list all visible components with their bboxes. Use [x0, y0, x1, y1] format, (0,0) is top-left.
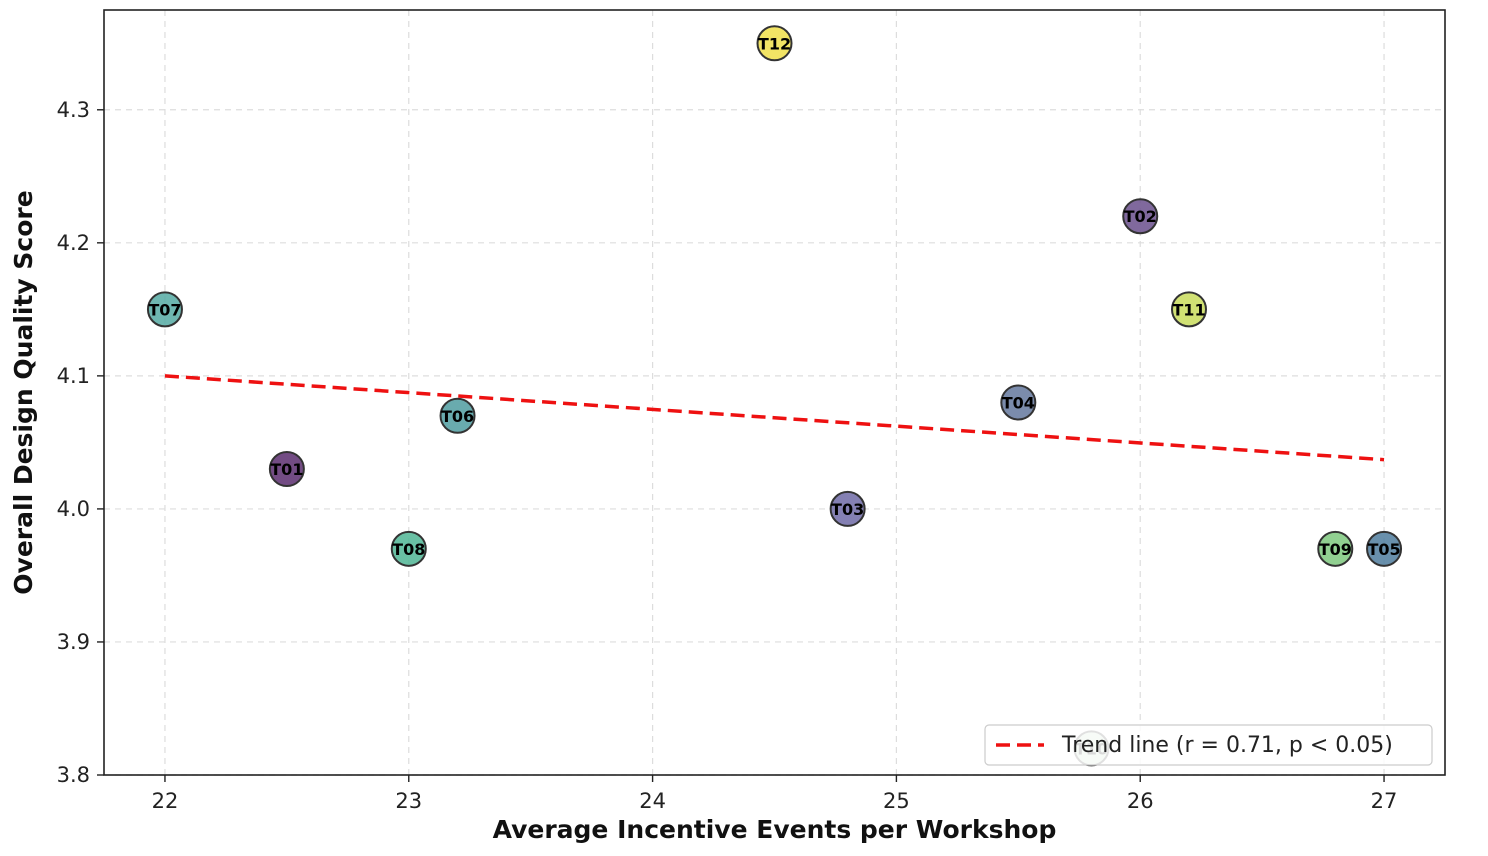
data-point: T04	[1000, 384, 1037, 421]
data-point-label: T08	[392, 540, 425, 559]
legend-trend-label: Trend line (r = 0.71, p < 0.05)	[1061, 733, 1393, 758]
data-point-marker	[756, 25, 793, 62]
y-axis-label: Overall Design Quality Score	[9, 190, 38, 594]
data-point-label: T03	[831, 500, 864, 519]
data-point-label: T04	[1002, 393, 1035, 412]
data-point: T07	[146, 291, 183, 328]
axis-ticks: 22 23 24 25 26 27 3.8 3.9 4.0 4.1 4.2 4.3	[57, 98, 1398, 813]
trend-line-layer	[164, 374, 1385, 462]
legend: Trend line (r = 0.71, p < 0.05)	[984, 724, 1433, 766]
data-point: T09	[1317, 530, 1354, 567]
x-tick-label: 26	[1127, 789, 1154, 813]
y-tick-label: 3.8	[57, 763, 90, 787]
data-point-marker	[439, 397, 476, 434]
grid	[104, 10, 1445, 776]
data-point-marker	[1122, 198, 1159, 235]
data-point: T01	[268, 451, 305, 487]
y-tick-label: 4.2	[57, 231, 90, 255]
data-point: T12	[756, 25, 793, 62]
data-point: T08	[390, 530, 427, 567]
trend-line	[164, 374, 1385, 462]
y-tick-label: 4.1	[57, 364, 90, 388]
data-points: T01T02T03T04T05T06T07T08T09T10T11T12	[146, 25, 1403, 767]
data-point-marker	[146, 291, 183, 328]
data-point-label: T12	[758, 34, 791, 53]
data-point: T05	[1366, 530, 1403, 567]
data-point-marker	[1366, 530, 1403, 567]
y-tick-label: 4.3	[57, 98, 90, 122]
x-tick-label: 25	[883, 789, 910, 813]
data-point: T06	[439, 397, 476, 434]
data-point-label: T11	[1172, 300, 1205, 319]
x-axis-label: Average Incentive Events per Workshop	[493, 815, 1057, 844]
x-tick-label: 24	[639, 789, 666, 813]
data-point: T03	[829, 490, 866, 527]
y-tick-label: 4.0	[57, 497, 90, 521]
x-tick-label: 22	[152, 789, 179, 813]
x-tick-label: 27	[1371, 789, 1398, 813]
data-point: T02	[1122, 198, 1159, 235]
data-point-label: T05	[1367, 540, 1400, 559]
plot-frame	[103, 9, 1446, 776]
data-point-marker	[1170, 291, 1207, 328]
y-tick-label: 3.9	[57, 630, 90, 654]
data-point-marker	[390, 530, 427, 567]
legend-box	[984, 724, 1433, 766]
data-point-label: T01	[270, 460, 303, 479]
x-tick-label: 23	[395, 789, 422, 813]
data-point-label: T07	[148, 300, 181, 319]
data-point: T11	[1170, 291, 1207, 328]
data-point-label: T06	[441, 407, 474, 426]
data-point-marker	[829, 490, 866, 527]
data-point-marker	[1000, 384, 1037, 421]
data-point-marker	[268, 451, 305, 487]
data-point-marker	[1317, 530, 1354, 567]
data-point-label: T02	[1124, 207, 1157, 226]
data-point-label: T09	[1319, 540, 1352, 559]
